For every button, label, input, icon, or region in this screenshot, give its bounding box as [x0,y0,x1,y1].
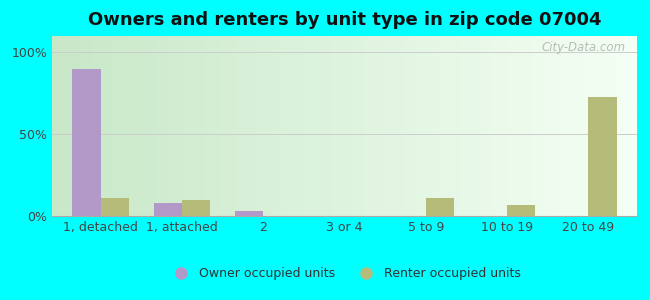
Text: City-Data.com: City-Data.com [541,41,625,54]
Bar [101,198,129,216]
Bar [182,200,211,216]
Bar [507,205,536,216]
Bar [235,211,263,216]
Legend: Owner occupied units, Renter occupied units: Owner occupied units, Renter occupied un… [164,262,525,285]
Bar [426,198,454,216]
Bar [72,69,101,216]
Bar [153,203,182,216]
Title: Owners and renters by unit type in zip code 07004: Owners and renters by unit type in zip c… [88,11,601,29]
Bar [588,97,617,216]
